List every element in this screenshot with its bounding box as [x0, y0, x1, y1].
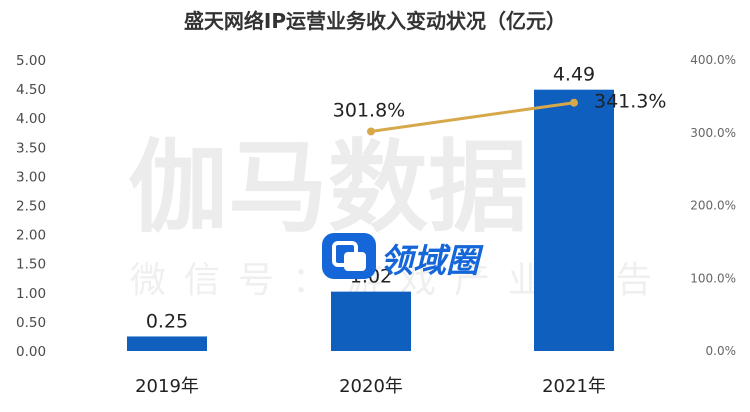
logo-text: 领域圈 [380, 241, 484, 280]
y2-tick-label: 200.0% [690, 199, 736, 213]
y-tick-label: 4.50 [16, 82, 46, 98]
y-tick-label: 0.50 [16, 315, 46, 331]
y-tick-label: 3.00 [16, 169, 46, 185]
y-tick-label: 2.50 [16, 199, 46, 215]
line-value-label: 341.3% [594, 91, 666, 113]
line-series: 301.8% 341.3% [333, 91, 666, 136]
growth-line [370, 101, 575, 133]
x-category-label: 2019年 [135, 376, 199, 397]
y-axis-left: 5.00 4.50 4.00 3.50 3.00 2.50 2.00 1.50 1.00 0.50… [16, 53, 46, 360]
logo-badge-inner-front [344, 252, 366, 271]
y2-tick-label: 100.0% [690, 271, 736, 285]
x-axis-categories: 2019年 2020年 2021年 [135, 376, 606, 397]
logo: 领域圈 [322, 233, 484, 280]
y-tick-label: 2.00 [16, 228, 46, 244]
y2-tick-label: 0.0% [706, 344, 737, 358]
bar-value-label: 0.25 [146, 310, 188, 332]
line-value-label: 301.8% [333, 99, 405, 121]
line-point [570, 98, 578, 107]
y2-tick-label: 400.0% [690, 53, 736, 67]
line-point [367, 127, 375, 136]
y-tick-label: 1.00 [16, 286, 46, 302]
chart-title: 盛天网络IP运营业务收入变动状况（亿元） [184, 9, 566, 33]
y-tick-label: 4.00 [16, 111, 46, 127]
y-tick-label: 0.00 [16, 344, 46, 360]
bar-value-label: 4.49 [553, 64, 595, 86]
bar [331, 291, 411, 351]
y-tick-label: 5.00 [16, 53, 46, 69]
x-category-label: 2021年 [542, 376, 606, 397]
watermark-main: 伽马数据 [128, 129, 528, 246]
y-tick-label: 3.50 [16, 140, 46, 156]
y2-tick-label: 300.0% [690, 126, 736, 140]
bar [534, 89, 614, 351]
x-category-label: 2020年 [339, 376, 403, 397]
y-axis-right: 400.0% 300.0% 200.0% 100.0% 0.0% [690, 53, 736, 358]
bar [127, 336, 207, 351]
y-tick-label: 1.50 [16, 257, 46, 273]
